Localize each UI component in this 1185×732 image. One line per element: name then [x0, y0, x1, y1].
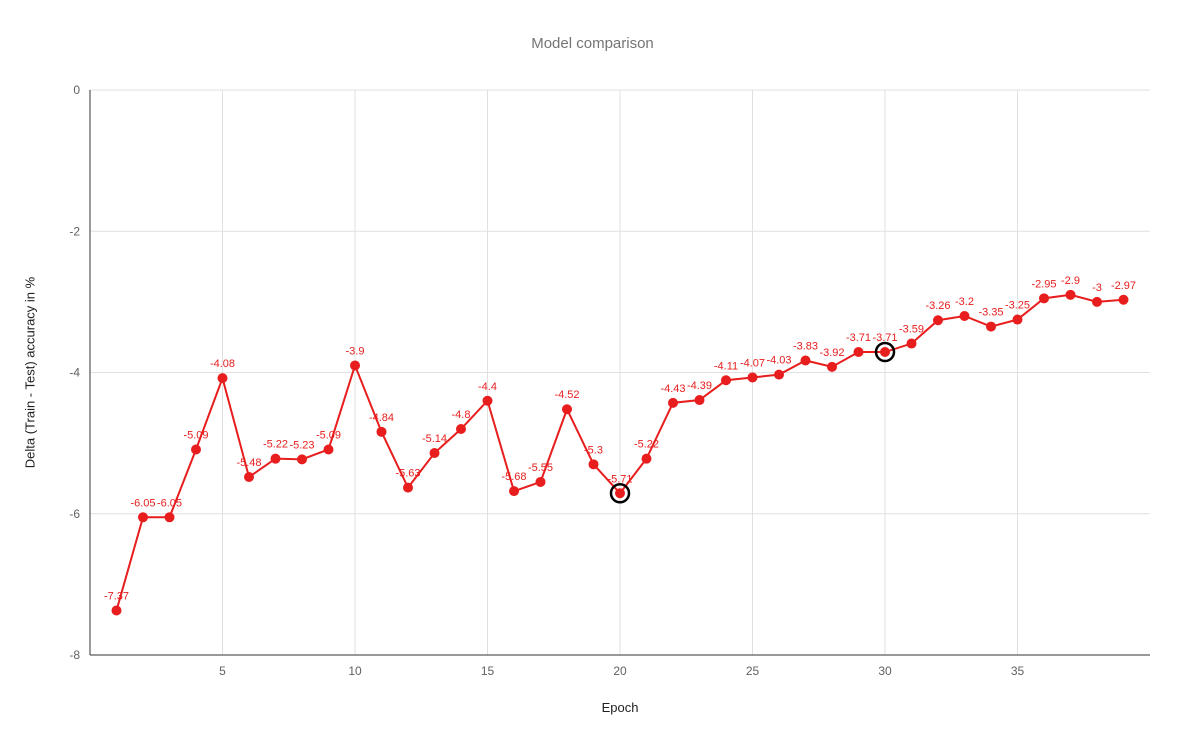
data-label: -5.09	[183, 429, 208, 441]
y-tick-label: -4	[69, 366, 80, 380]
data-label: -3.59	[899, 324, 924, 336]
data-marker	[774, 370, 784, 380]
x-tick-label: 30	[878, 664, 892, 678]
data-label: -2.95	[1031, 278, 1056, 290]
data-marker	[642, 454, 652, 464]
data-label: -3.2	[955, 296, 974, 308]
data-marker	[165, 512, 175, 522]
chart-container: Model comparison Delta (Train - Test) ac…	[0, 0, 1185, 732]
data-marker	[297, 454, 307, 464]
data-label: -4.11	[714, 360, 738, 372]
data-label: -4.4	[478, 381, 497, 393]
y-tick-label: 0	[73, 83, 80, 97]
data-label: -3.71	[872, 332, 897, 344]
data-marker	[562, 404, 572, 414]
data-marker	[801, 355, 811, 365]
data-marker	[430, 448, 440, 458]
data-marker	[1066, 290, 1076, 300]
data-marker	[218, 373, 228, 383]
data-label: -5.09	[316, 429, 341, 441]
data-marker	[748, 372, 758, 382]
data-marker	[324, 444, 334, 454]
data-marker	[589, 459, 599, 469]
data-label: -3.71	[846, 332, 871, 344]
data-marker	[377, 427, 387, 437]
data-label: -4.39	[687, 380, 712, 392]
data-marker	[191, 444, 201, 454]
data-label: -2.97	[1111, 280, 1136, 292]
data-marker	[827, 362, 837, 372]
data-label: -5.22	[263, 439, 288, 451]
data-marker	[112, 606, 122, 616]
x-tick-label: 15	[481, 664, 495, 678]
data-label: -4.84	[369, 412, 394, 424]
data-label: -4.08	[210, 358, 235, 370]
data-marker	[138, 512, 148, 522]
data-label: -5.23	[289, 439, 314, 451]
data-label: -5.48	[236, 457, 261, 469]
data-marker	[509, 486, 519, 496]
data-marker	[615, 488, 625, 498]
data-label: -4.43	[660, 383, 685, 395]
data-label: -5.3	[584, 444, 603, 456]
data-label: -4.8	[452, 409, 471, 421]
data-marker	[721, 375, 731, 385]
data-label: -7.37	[104, 591, 129, 603]
data-marker	[536, 477, 546, 487]
data-marker	[1119, 295, 1129, 305]
y-tick-label: -2	[69, 224, 80, 238]
data-marker	[695, 395, 705, 405]
data-label: -5.68	[501, 471, 526, 483]
data-marker	[854, 347, 864, 357]
x-tick-label: 5	[219, 664, 226, 678]
data-marker	[880, 347, 890, 357]
data-label: -5.14	[422, 433, 447, 445]
data-marker	[456, 424, 466, 434]
data-label: -3.83	[793, 340, 818, 352]
data-marker	[1092, 297, 1102, 307]
x-tick-label: 10	[348, 664, 362, 678]
y-tick-label: -6	[69, 507, 80, 521]
data-marker	[986, 322, 996, 332]
data-marker	[933, 315, 943, 325]
data-label: -3.26	[925, 300, 950, 312]
x-tick-label: 35	[1011, 664, 1025, 678]
data-label: -5.55	[528, 462, 553, 474]
data-marker	[1013, 315, 1023, 325]
data-label: -3.9	[346, 345, 365, 357]
data-label: -4.07	[740, 357, 765, 369]
data-marker	[960, 311, 970, 321]
data-marker	[350, 360, 360, 370]
data-marker	[668, 398, 678, 408]
data-label: -5.22	[634, 439, 659, 451]
data-marker	[271, 454, 281, 464]
y-tick-label: -8	[69, 648, 80, 662]
x-tick-label: 20	[613, 664, 627, 678]
data-label: -5.71	[607, 473, 632, 485]
data-marker	[1039, 293, 1049, 303]
data-marker	[907, 339, 917, 349]
data-label: -3.92	[819, 347, 844, 359]
data-label: -2.9	[1061, 275, 1080, 287]
chart-svg: 0 -2 -4 -6 -8 5 10 15 20 25 30 35 -7.37 -6.05-6.05 -5.…	[0, 0, 1185, 732]
data-label: -6.05	[130, 497, 155, 509]
data-label: -5.63	[395, 468, 420, 480]
x-tick-label: 25	[746, 664, 760, 678]
data-label: -3	[1092, 282, 1102, 294]
data-label: -3.35	[978, 307, 1003, 319]
data-marker	[244, 472, 254, 482]
data-marker	[483, 396, 493, 406]
data-label: -3.25	[1005, 300, 1030, 312]
data-label: -6.05	[157, 497, 182, 509]
data-marker	[403, 483, 413, 493]
data-label: -4.03	[766, 355, 791, 367]
data-label: -4.52	[554, 389, 579, 401]
